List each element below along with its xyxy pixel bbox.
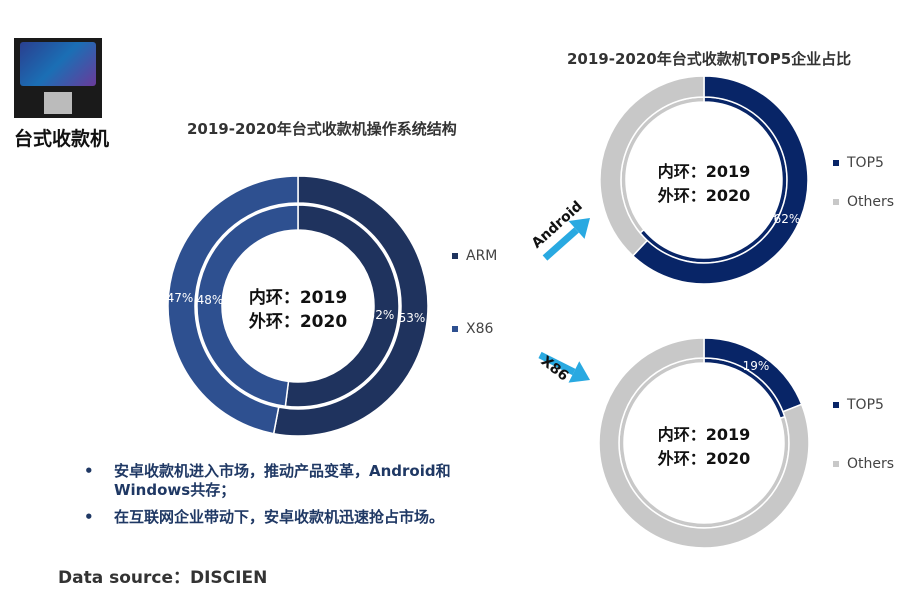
bullet-list: • 安卓收款机进入市场，推动产品变革，Android和Windows共存； • … bbox=[84, 462, 524, 535]
donut-outer-slice-top5 bbox=[631, 75, 809, 285]
bullet-text: 在互联网企业带动下，安卓收款机迅速抢占市场。 bbox=[114, 508, 445, 526]
legend-item-top5-x86: TOP5 bbox=[833, 397, 884, 413]
data-label: 62% bbox=[774, 212, 801, 226]
bullet-marker: • bbox=[84, 508, 94, 526]
legend-item-x86: X86 bbox=[452, 321, 493, 337]
center-label: 外环：2020 bbox=[657, 449, 751, 468]
legend-label-top5: TOP5 bbox=[847, 155, 884, 171]
data-label: 48% bbox=[197, 293, 224, 307]
legend-swatch-x86 bbox=[452, 326, 458, 332]
x86-arrow-label: X86 bbox=[538, 353, 572, 384]
donut-outer-slice-x86 bbox=[167, 175, 299, 435]
legend-swatch-others bbox=[833, 199, 839, 205]
donut-inner-slice-x86 bbox=[196, 204, 299, 408]
donut-inner-slice-arm bbox=[284, 204, 400, 408]
data-label: 20% bbox=[729, 380, 756, 394]
legend-item-others-android: Others bbox=[833, 194, 894, 210]
device-label: 台式收款机 bbox=[14, 128, 110, 150]
legend-swatch-others bbox=[833, 461, 839, 467]
center-label: 外环：2020 bbox=[657, 186, 751, 205]
os-structure-chart-title: 2019-2020年台式收款机操作系统结构 bbox=[187, 120, 457, 138]
android-arrow-icon bbox=[542, 218, 590, 261]
donut-outer-slice-arm bbox=[272, 175, 429, 437]
legend-label-arm: ARM bbox=[466, 248, 498, 264]
data-source: Data source：DISCIEN bbox=[58, 568, 268, 588]
device-stand bbox=[44, 92, 72, 114]
arrow-shaft bbox=[538, 351, 576, 376]
arrow-head bbox=[568, 361, 590, 383]
legend-item-arm: ARM bbox=[452, 248, 497, 264]
bullet-text: 安卓收款机进入市场，推动产品变革，Android和Windows共存； bbox=[114, 462, 451, 499]
legend-swatch-top5 bbox=[833, 160, 839, 166]
center-label: 内环：2019 bbox=[658, 162, 751, 181]
center-label: 内环：2019 bbox=[658, 425, 751, 444]
legend-swatch-top5 bbox=[833, 402, 839, 408]
donut-outer-slice-others bbox=[598, 337, 810, 549]
arrow-head bbox=[568, 218, 590, 239]
arrow-shaft bbox=[542, 227, 579, 261]
data-label: 47% bbox=[167, 291, 194, 305]
legend-item-others-x86: Others bbox=[833, 456, 894, 472]
legend-label-others: Others bbox=[847, 194, 895, 210]
bullet-marker: • bbox=[84, 462, 94, 480]
legend-swatch-arm bbox=[452, 253, 458, 259]
center-label: 内环：2019 bbox=[249, 287, 347, 308]
legend-label-x86: X86 bbox=[466, 321, 494, 337]
data-label: 53% bbox=[399, 311, 426, 325]
top5-share-chart-title: 2019-2020年台式收款机TOP5企业占比 bbox=[567, 50, 852, 68]
x86-arrow-icon bbox=[538, 351, 590, 383]
bullet-item: • 安卓收款机进入市场，推动产品变革，Android和Windows共存； bbox=[84, 462, 524, 500]
legend-item-top5-android: TOP5 bbox=[833, 155, 884, 171]
legend-label-top5: TOP5 bbox=[847, 397, 884, 413]
center-label: 外环：2020 bbox=[249, 311, 347, 332]
legend-label-others: Others bbox=[847, 456, 895, 472]
device-screen bbox=[20, 42, 96, 86]
bullet-item: • 在互联网企业带动下，安卓收款机迅速抢占市场。 bbox=[84, 508, 524, 527]
device-thumbnail-image bbox=[14, 38, 102, 118]
data-label: 19% bbox=[743, 359, 770, 373]
data-label: 52% bbox=[368, 308, 395, 322]
donut-outer-slice-others bbox=[599, 75, 705, 257]
data-label: 64% bbox=[750, 206, 777, 220]
